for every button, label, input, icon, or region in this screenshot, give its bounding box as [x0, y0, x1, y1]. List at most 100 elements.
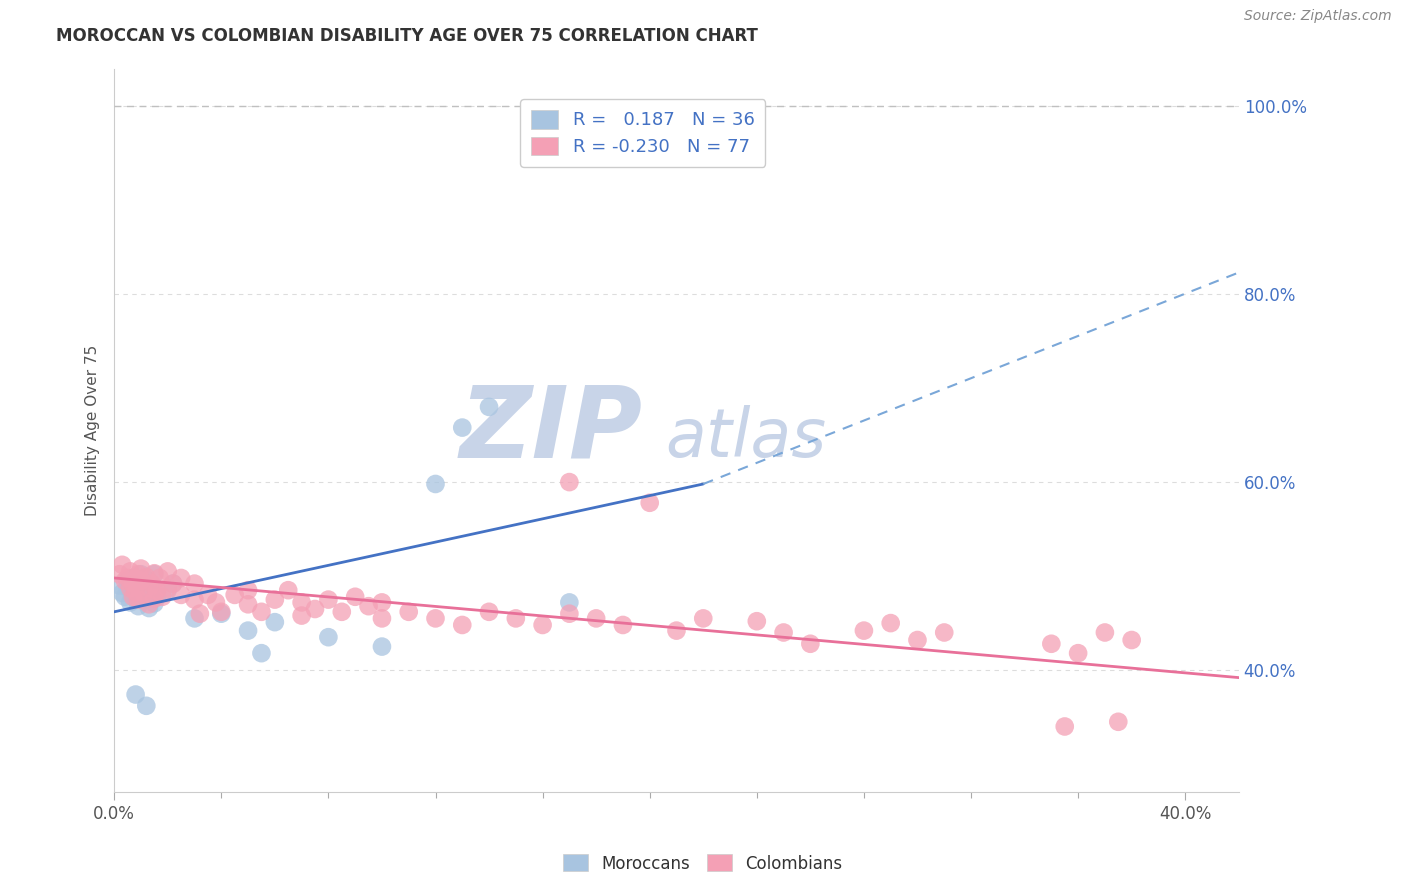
Point [745, 614, 768, 628]
Point [122, 590, 145, 604]
Y-axis label: Disability Age Over 75: Disability Age Over 75 [86, 345, 100, 516]
Point [129, 567, 152, 582]
Point [170, 571, 193, 585]
Legend: R =   0.187   N = 36, R = -0.230   N = 77: R = 0.187 N = 36, R = -0.230 N = 77 [520, 99, 765, 167]
Point [108, 567, 131, 582]
Point [879, 616, 901, 631]
Point [124, 591, 146, 606]
Point [127, 576, 149, 591]
Point [1053, 719, 1076, 733]
Point [799, 637, 821, 651]
Point [318, 592, 340, 607]
Point [124, 585, 146, 599]
Point [692, 611, 714, 625]
Point [558, 475, 581, 489]
Point [146, 590, 169, 604]
Point [138, 580, 160, 594]
Point [170, 588, 193, 602]
Point [132, 586, 155, 600]
Point [124, 572, 146, 586]
Point [330, 605, 353, 619]
Text: MOROCCAN VS COLOMBIAN DISABILITY AGE OVER 75 CORRELATION CHART: MOROCCAN VS COLOMBIAN DISABILITY AGE OVE… [56, 27, 758, 45]
Point [117, 571, 139, 585]
Point [478, 400, 501, 414]
Point [146, 584, 169, 599]
Point [277, 583, 299, 598]
Point [304, 602, 326, 616]
Point [772, 625, 794, 640]
Point [250, 646, 273, 660]
Point [1040, 637, 1063, 651]
Point [135, 698, 157, 713]
Point [612, 618, 634, 632]
Point [156, 565, 179, 579]
Point [344, 590, 367, 604]
Point [371, 640, 394, 654]
Point [132, 593, 155, 607]
Point [585, 611, 607, 625]
Point [156, 583, 179, 598]
Point [505, 611, 527, 625]
Point [183, 592, 205, 607]
Point [451, 618, 474, 632]
Point [425, 611, 447, 625]
Text: atlas: atlas [665, 405, 827, 471]
Point [129, 574, 152, 588]
Point [127, 592, 149, 607]
Point [236, 597, 259, 611]
Point [111, 586, 134, 600]
Point [143, 596, 166, 610]
Point [558, 595, 581, 609]
Point [318, 630, 340, 644]
Point [120, 565, 142, 579]
Point [127, 599, 149, 614]
Point [558, 607, 581, 621]
Text: Source: ZipAtlas.com: Source: ZipAtlas.com [1244, 9, 1392, 23]
Point [114, 590, 136, 604]
Point [114, 574, 136, 588]
Point [141, 576, 163, 591]
Point [149, 571, 172, 585]
Text: ZIP: ZIP [460, 382, 643, 479]
Point [250, 605, 273, 619]
Point [183, 611, 205, 625]
Point [122, 576, 145, 591]
Point [934, 625, 956, 640]
Point [371, 595, 394, 609]
Point [398, 605, 420, 619]
Point [236, 624, 259, 638]
Point [1094, 625, 1116, 640]
Point [224, 588, 246, 602]
Point [127, 567, 149, 582]
Point [117, 580, 139, 594]
Point [108, 578, 131, 592]
Point [263, 615, 285, 629]
Point [263, 592, 285, 607]
Point [129, 561, 152, 575]
Point [665, 624, 688, 638]
Point [531, 618, 554, 632]
Point [209, 607, 232, 621]
Point [135, 570, 157, 584]
Point [162, 576, 184, 591]
Point [209, 605, 232, 619]
Point [1107, 714, 1129, 729]
Point [143, 567, 166, 582]
Point [1121, 633, 1143, 648]
Point [183, 576, 205, 591]
Point [150, 590, 173, 604]
Point [120, 582, 142, 596]
Point [156, 582, 179, 596]
Point [122, 587, 145, 601]
Point [129, 582, 152, 596]
Point [143, 566, 166, 581]
Point [1067, 646, 1090, 660]
Point [291, 608, 314, 623]
Point [124, 583, 146, 598]
Point [162, 576, 184, 591]
Point [451, 420, 474, 434]
Point [478, 605, 501, 619]
Point [236, 583, 259, 598]
Point [135, 573, 157, 587]
Point [371, 611, 394, 625]
